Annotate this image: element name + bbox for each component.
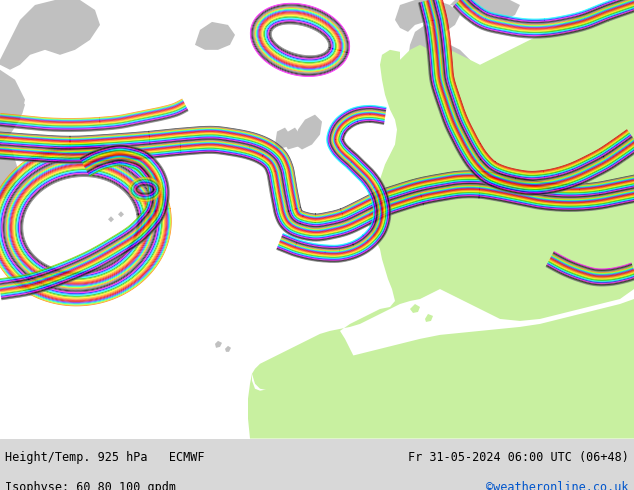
Text: Isophyse: 60 80 100 gpdm: Isophyse: 60 80 100 gpdm	[5, 481, 176, 490]
Polygon shape	[108, 216, 114, 222]
Polygon shape	[252, 0, 634, 391]
Text: ©weatheronline.co.uk: ©weatheronline.co.uk	[486, 481, 629, 490]
Polygon shape	[395, 0, 460, 32]
Polygon shape	[0, 0, 100, 70]
Polygon shape	[8, 98, 25, 117]
Polygon shape	[295, 115, 322, 149]
Text: Height/Temp. 925 hPa   ECMWF: Height/Temp. 925 hPa ECMWF	[5, 451, 205, 465]
Polygon shape	[0, 70, 25, 149]
Polygon shape	[395, 25, 450, 165]
Polygon shape	[425, 314, 433, 322]
Polygon shape	[450, 0, 520, 20]
Polygon shape	[248, 299, 634, 439]
Polygon shape	[410, 304, 420, 313]
Polygon shape	[275, 127, 290, 149]
Polygon shape	[0, 145, 18, 199]
Polygon shape	[195, 22, 235, 50]
Polygon shape	[215, 341, 222, 348]
Polygon shape	[118, 211, 124, 217]
Polygon shape	[285, 127, 300, 149]
Polygon shape	[225, 346, 231, 352]
Text: Fr 31-05-2024 06:00 UTC (06+48): Fr 31-05-2024 06:00 UTC (06+48)	[408, 451, 629, 465]
Polygon shape	[435, 45, 475, 151]
